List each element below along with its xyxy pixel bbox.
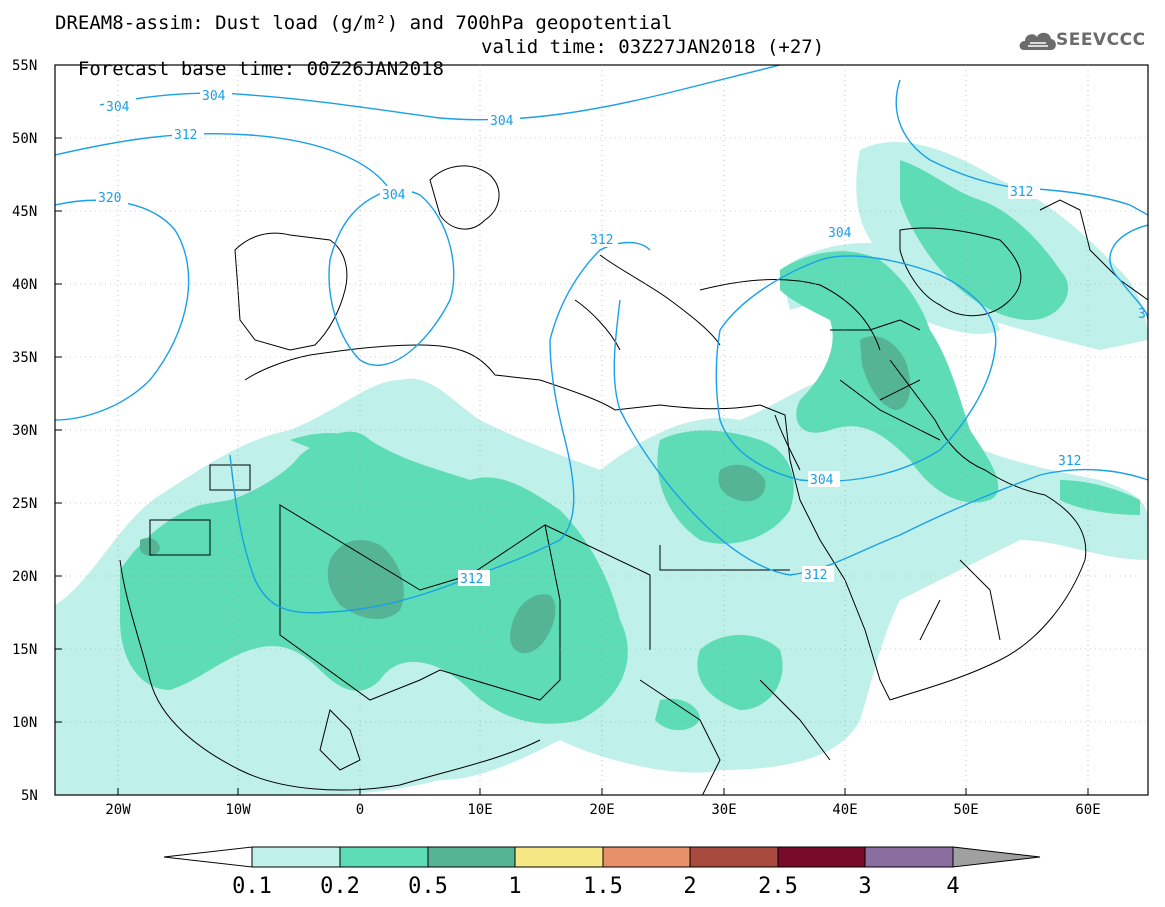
lat-label: 10N bbox=[12, 715, 37, 731]
lon-label: 10E bbox=[467, 802, 492, 818]
lat-label: 5N bbox=[21, 788, 38, 804]
map-frame bbox=[54, 64, 1149, 796]
colorbar-label: 0.1 bbox=[232, 874, 272, 899]
contour-label: 3 bbox=[1138, 307, 1146, 322]
lat-label: 50N bbox=[12, 131, 37, 147]
contour-labels: 304 304 312 320 304 312 304 312 312 304 … bbox=[96, 87, 1146, 587]
contour-label: 304 bbox=[828, 226, 852, 241]
colorbar-labels: 0.1 0.2 0.5 1 1.5 2 2.5 3 4 bbox=[232, 874, 960, 899]
lat-label: 30N bbox=[12, 423, 37, 439]
map-title: DREAM8-assim: Dust load (g/m²) and 700hP… bbox=[55, 12, 673, 34]
contour-label: 304 bbox=[490, 114, 514, 129]
contour-label: 312 bbox=[1010, 185, 1033, 200]
colorbar-label: 0.5 bbox=[408, 874, 448, 899]
contour-label: 320 bbox=[98, 191, 121, 206]
valid-time: valid time: 03Z27JAN2018 (+27) bbox=[481, 36, 825, 58]
lon-label: 40E bbox=[832, 802, 857, 818]
lon-label: 20E bbox=[589, 802, 614, 818]
lat-label: 55N bbox=[12, 58, 37, 74]
contour-label: 304 bbox=[810, 473, 834, 488]
colorbar bbox=[163, 846, 1041, 868]
lon-label: 20W bbox=[105, 802, 131, 818]
latitude-labels: 55N 50N 45N 40N 35N 30N 25N 20N 15N 10N … bbox=[12, 58, 38, 804]
lat-label: 25N bbox=[12, 496, 37, 512]
colorbar-label: 4 bbox=[946, 874, 959, 899]
colorbar-label: 3 bbox=[858, 874, 871, 899]
contour-label: 312 bbox=[804, 568, 827, 583]
contour-label: 312 bbox=[174, 128, 197, 143]
longitude-labels: 20W 10W 0 10E 20E 30E 40E 50E 60E bbox=[105, 802, 1100, 818]
lat-label: 45N bbox=[12, 204, 37, 220]
contour-label: 304 bbox=[382, 188, 406, 203]
lat-label: 15N bbox=[12, 642, 37, 658]
contour-label: 312 bbox=[460, 572, 483, 587]
colorbar-label: 2 bbox=[683, 874, 696, 899]
colorbar-label: 0.2 bbox=[320, 874, 360, 899]
lon-label: 30E bbox=[711, 802, 736, 818]
lon-label: 0 bbox=[356, 802, 364, 818]
forecast-times: Forecast base time: 00Z26JAN2018 valid t… bbox=[55, 36, 824, 102]
logo-text: SEEVCCC bbox=[1056, 30, 1146, 50]
lon-label: 60E bbox=[1075, 802, 1100, 818]
base-time: Forecast base time: 00Z26JAN2018 bbox=[77, 58, 444, 80]
contour-label: 304 bbox=[106, 100, 130, 115]
contour-label: 304 bbox=[202, 89, 226, 104]
coastlines bbox=[119, 165, 1148, 795]
lon-label: 10W bbox=[225, 802, 251, 818]
lat-label: 35N bbox=[12, 350, 37, 366]
lat-label: 20N bbox=[12, 569, 37, 585]
lon-label: 50E bbox=[953, 802, 978, 818]
colorbar-label: 1.5 bbox=[583, 874, 623, 899]
contour-label: 312 bbox=[1058, 454, 1081, 469]
colorbar-label: 1 bbox=[508, 874, 521, 899]
cloud-icon bbox=[1019, 32, 1056, 50]
colorbar-label: 2.5 bbox=[758, 874, 798, 899]
lat-label: 40N bbox=[12, 277, 37, 293]
